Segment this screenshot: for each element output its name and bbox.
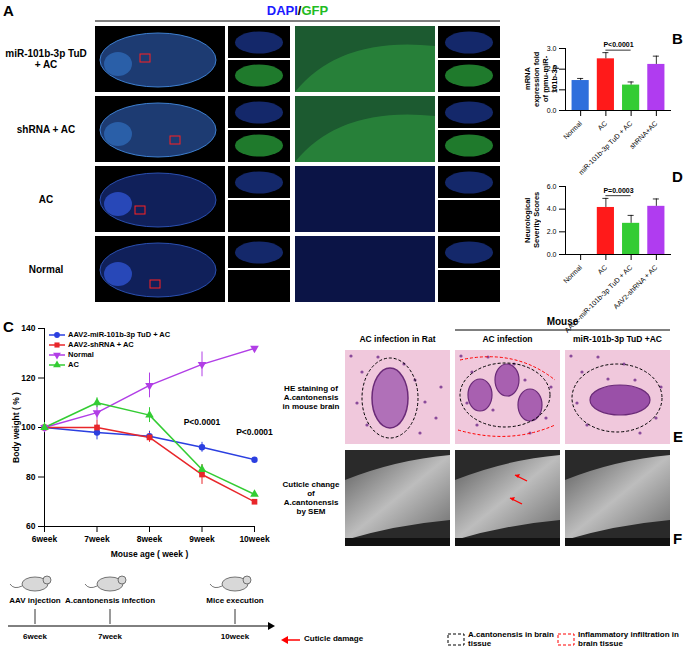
svg-text:P=0.0003: P=0.0003: [603, 187, 633, 194]
svg-text:P<0.0001: P<0.0001: [236, 427, 273, 437]
svg-text:AC: AC: [596, 264, 608, 276]
svg-text:100: 100: [21, 422, 35, 432]
svg-text:P<0.0001: P<0.0001: [603, 41, 633, 48]
svg-text:6week: 6week: [32, 534, 58, 544]
svg-text:120: 120: [21, 373, 35, 383]
svg-text:2.0: 2.0: [547, 228, 557, 235]
svg-text:60: 60: [26, 521, 36, 531]
svg-text:7week: 7week: [84, 534, 110, 544]
svg-text:AC: AC: [596, 120, 608, 132]
svg-text:Body weight ( % ): Body weight ( % ): [11, 392, 21, 463]
svg-text:9week: 9week: [189, 534, 215, 544]
svg-text:3.0: 3.0: [547, 45, 557, 52]
svg-text:0.0: 0.0: [547, 251, 557, 258]
svg-text:shRNA+AC: shRNA+AC: [628, 120, 658, 150]
svg-text:10week: 10week: [239, 534, 270, 544]
svg-text:miR-101b-3p TuD + AC: miR-101b-3p TuD + AC: [577, 120, 634, 177]
svg-text:140: 140: [21, 323, 35, 333]
svg-text:6.0: 6.0: [547, 183, 557, 190]
svg-text:Normal: Normal: [562, 119, 583, 140]
svg-text:8week: 8week: [137, 534, 163, 544]
svg-text:0.0: 0.0: [547, 107, 557, 114]
svg-text:80: 80: [26, 472, 36, 482]
svg-text:Normal: Normal: [562, 263, 583, 284]
svg-text:4.0: 4.0: [547, 205, 557, 212]
svg-text:P<0.0001: P<0.0001: [184, 417, 221, 427]
svg-text:AAV2-shRNA + AC: AAV2-shRNA + AC: [612, 264, 659, 311]
svg-text:Mouse age ( week ): Mouse age ( week ): [111, 549, 189, 559]
